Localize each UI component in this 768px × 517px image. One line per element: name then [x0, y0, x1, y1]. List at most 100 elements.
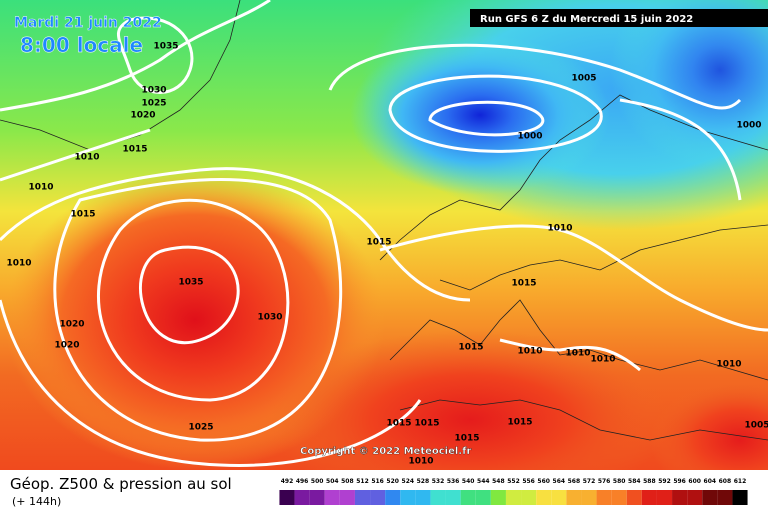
run-banner [470, 9, 768, 27]
isobar-label: 1020 [59, 320, 84, 330]
local-time: 8:00 locale [20, 33, 143, 57]
scale-swatch [581, 490, 597, 505]
isobar-label: 1030 [141, 86, 166, 96]
scale-label: 596 [673, 478, 686, 485]
isobar-label: 1025 [188, 423, 213, 433]
scale-label: 520 [386, 478, 399, 485]
scale-label: 608 [719, 478, 732, 485]
scale-swatch [505, 490, 522, 505]
isobar-label: 1015 [414, 419, 439, 429]
isobar-label: 1035 [178, 278, 203, 288]
scale-swatch [702, 490, 718, 505]
scale-swatch [626, 490, 642, 505]
scale-label: 556 [522, 478, 535, 485]
scale-swatch [611, 490, 627, 505]
scale-swatch [490, 490, 506, 505]
scale-swatch [415, 490, 431, 505]
scale-label: 600 [688, 478, 701, 485]
scale-swatch [656, 490, 673, 505]
scale-swatch [279, 490, 295, 505]
isobar-label: 1025 [141, 99, 166, 109]
scale-label: 604 [704, 478, 717, 485]
scale-swatch [687, 490, 703, 505]
copyright: Copyright © 2022 Meteociel.fr [300, 446, 471, 457]
isobar-label: 1010 [547, 224, 572, 234]
scale-swatch [460, 490, 476, 505]
isobar-label: 1010 [590, 355, 615, 365]
scale-swatch [400, 490, 416, 505]
scale-swatch [445, 490, 461, 505]
scale-label: 536 [447, 478, 460, 485]
scale-label: 564 [553, 478, 566, 485]
isobar-label: 1010 [28, 183, 53, 193]
scale-swatch [309, 490, 325, 505]
product-title: Géop. Z500 & pression au sol [10, 475, 232, 493]
forecast-lead: (+ 144h) [12, 495, 61, 508]
scale-swatch [294, 490, 310, 505]
isobar-label: 1010 [408, 457, 433, 467]
coastlines [0, 0, 768, 441]
scale-label: 580 [613, 478, 626, 485]
isobar-label: 1005 [571, 74, 596, 84]
scale-swatch [732, 490, 748, 505]
isobar-label: 1010 [517, 347, 542, 357]
isobar-label: 1035 [153, 42, 178, 52]
isobar-label: 1015 [366, 238, 391, 248]
scale-label: 512 [356, 478, 369, 485]
isobar-label: 1010 [6, 259, 31, 269]
cold-core [350, 35, 610, 195]
isobar-label: 1020 [130, 111, 155, 121]
isobar-label: 1015 [511, 279, 536, 289]
scale-label: 576 [598, 478, 611, 485]
scale-swatch [339, 490, 355, 505]
scale-label: 588 [643, 478, 656, 485]
scale-label: 572 [583, 478, 596, 485]
scale-swatch [672, 490, 688, 505]
scale-label: 516 [371, 478, 384, 485]
isobar-label: 1015 [70, 210, 95, 220]
scale-label: 528 [417, 478, 430, 485]
scale-label: 532 [432, 478, 445, 485]
isobar-label: 1010 [74, 153, 99, 163]
scale-label: 500 [311, 478, 324, 485]
cold-area-east [610, 0, 768, 170]
warm-area-east [650, 380, 768, 500]
scale-label: 508 [341, 478, 354, 485]
scale-swatch [430, 490, 446, 505]
isobar-label: 1015 [454, 434, 479, 444]
scale-label: 524 [402, 478, 415, 485]
scale-swatch [596, 490, 612, 505]
scale-swatch [385, 490, 401, 505]
isobar-label: 1015 [386, 419, 411, 429]
isobar-label: 1010 [565, 349, 590, 359]
scale-label: 544 [477, 478, 490, 485]
scale-label: 568 [568, 478, 581, 485]
scale-label: 584 [628, 478, 641, 485]
scale-label: 612 [734, 478, 747, 485]
scale-swatch [324, 490, 340, 505]
isobar-label: 1000 [517, 132, 542, 142]
scale-swatch [354, 490, 371, 505]
scale-swatch [551, 490, 567, 505]
scale-label: 496 [296, 478, 309, 485]
isobar-label: 1005 [744, 421, 768, 431]
isobar-label: 1015 [507, 418, 532, 428]
warm-area-south [270, 330, 670, 510]
scale-swatch [717, 490, 733, 505]
isobar-label: 1000 [736, 121, 761, 131]
isobar-label: 1015 [458, 343, 483, 353]
isobar-label: 1030 [257, 313, 282, 323]
scale-swatch [566, 490, 582, 505]
scale-label: 592 [658, 478, 671, 485]
run-info: Run GFS 6 Z du Mercredi 15 juin 2022 [480, 14, 693, 25]
scale-label: 552 [507, 478, 520, 485]
isobars [0, 0, 768, 465]
isobar-label: 1010 [716, 360, 741, 370]
isobar-label: 1020 [54, 341, 79, 351]
scale-swatch [370, 490, 386, 505]
scale-swatch [536, 490, 552, 505]
scale-swatch [641, 490, 657, 505]
scale-label: 504 [326, 478, 339, 485]
date: Mardi 21 juin 2022 [14, 15, 162, 31]
